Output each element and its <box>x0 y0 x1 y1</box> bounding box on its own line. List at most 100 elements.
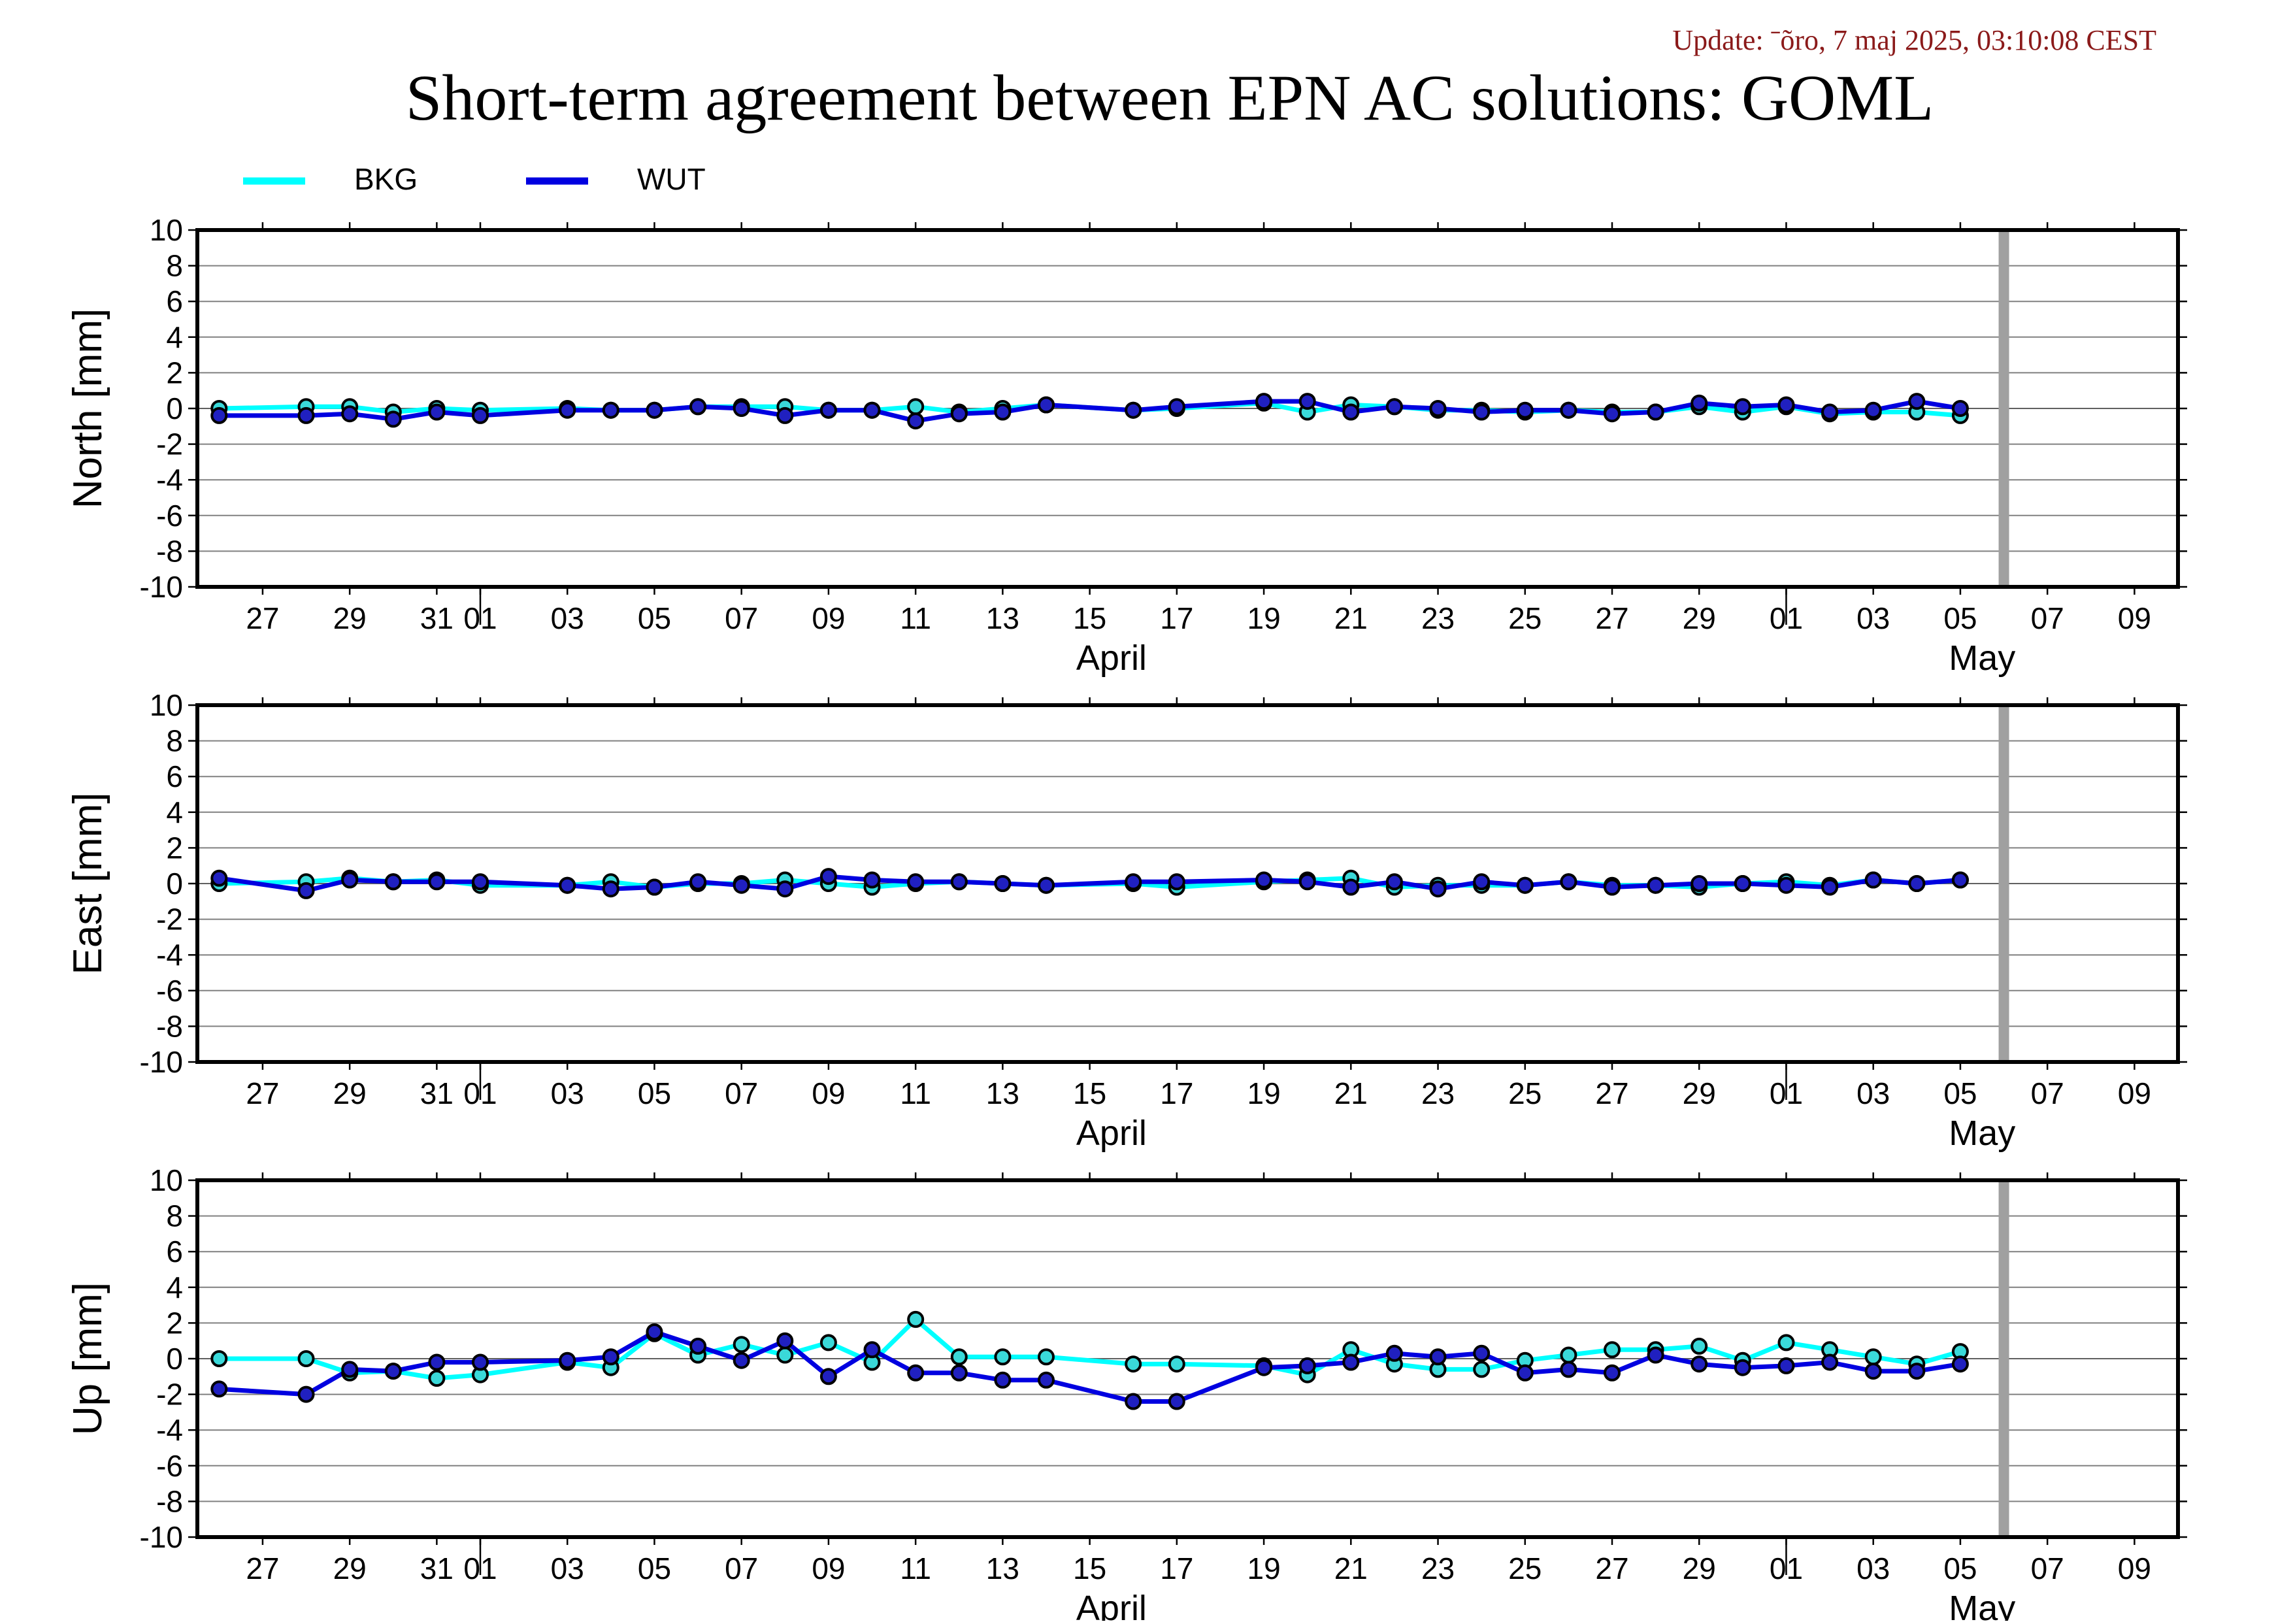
point-wut <box>1429 400 1447 417</box>
y-tick-label: -2 <box>156 427 183 461</box>
month-label: April <box>1076 1589 1147 1621</box>
y-tick-label: 0 <box>166 391 183 425</box>
x-tick-label: 09 <box>2118 601 2151 635</box>
point-wut <box>384 1363 402 1380</box>
point-wut <box>819 868 837 886</box>
y-tick-label: 6 <box>166 1235 183 1268</box>
point-wut <box>863 401 881 419</box>
point-wut <box>1516 876 1534 894</box>
x-tick-label: 15 <box>1073 601 1106 635</box>
point-wut <box>602 1348 619 1366</box>
point-wut <box>297 882 315 899</box>
x-tick-label: 05 <box>638 601 671 635</box>
point-wut <box>1691 394 1708 412</box>
x-tick-label: 25 <box>1508 601 1542 635</box>
point-wut <box>1038 1371 1055 1389</box>
x-tick-label: 03 <box>551 1551 584 1585</box>
point-wut <box>1777 1357 1795 1374</box>
point-bkg <box>1560 1346 1577 1364</box>
point-wut <box>646 878 663 896</box>
point-wut <box>1821 1353 1839 1371</box>
y-tick-label: 6 <box>166 759 183 793</box>
x-tick-label: 15 <box>1073 1551 1106 1585</box>
point-wut <box>646 1323 663 1340</box>
x-tick-label: 29 <box>1683 1551 1716 1585</box>
x-tick-label: 07 <box>2031 601 2064 635</box>
point-wut <box>950 1364 968 1382</box>
point-bkg <box>297 1350 315 1367</box>
point-wut <box>1691 1355 1708 1373</box>
point-wut <box>1560 873 1577 891</box>
x-tick-label: 17 <box>1160 601 1193 635</box>
point-wut <box>210 1380 228 1398</box>
point-wut <box>689 398 707 416</box>
x-tick-label: 19 <box>1247 1076 1280 1110</box>
point-wut <box>1734 398 1751 416</box>
y-tick-label: 2 <box>166 1306 183 1340</box>
point-wut <box>297 406 315 424</box>
point-wut <box>210 406 228 424</box>
y-tick-label: 0 <box>166 1342 183 1376</box>
point-wut <box>1691 875 1708 892</box>
point-wut <box>1473 1344 1491 1362</box>
point-wut <box>1647 1346 1664 1364</box>
point-wut <box>1560 401 1577 419</box>
panel-frame <box>195 1178 2180 1539</box>
x-tick-label: 09 <box>812 1551 845 1585</box>
y-tick-label: 4 <box>166 1270 183 1304</box>
x-tick-label: 27 <box>1595 1551 1628 1585</box>
point-wut <box>1038 396 1055 414</box>
point-wut <box>863 871 881 889</box>
point-wut <box>1647 403 1664 421</box>
point-bkg <box>950 1348 968 1366</box>
legend-label-wut: WUT <box>637 162 706 196</box>
x-tick-label: 29 <box>333 601 367 635</box>
x-tick-label: 11 <box>900 1551 931 1585</box>
x-tick-label: 27 <box>1595 601 1628 635</box>
point-wut <box>733 400 750 417</box>
point-wut <box>733 876 750 894</box>
point-wut <box>994 1371 1012 1389</box>
month-label: April <box>1076 1114 1147 1153</box>
point-wut <box>689 1337 707 1355</box>
x-tick-label: 17 <box>1160 1551 1193 1585</box>
x-tick-label: 05 <box>638 1076 671 1110</box>
point-wut <box>1951 400 1969 417</box>
point-wut <box>559 1351 576 1369</box>
x-tick-label: 29 <box>1683 601 1716 635</box>
point-wut <box>1168 873 1185 891</box>
y-tick-label: -6 <box>156 499 183 533</box>
x-tick-label: 23 <box>1421 1076 1455 1110</box>
point-wut <box>384 410 402 428</box>
point-wut <box>1864 871 1882 889</box>
x-tick-label: 09 <box>812 601 845 635</box>
point-wut <box>559 401 576 419</box>
x-tick-label: 27 <box>246 1076 279 1110</box>
y-tick-label: -2 <box>156 1378 183 1412</box>
point-wut <box>1298 873 1316 891</box>
point-wut <box>1951 1355 1969 1373</box>
x-tick-label: 25 <box>1508 1076 1542 1110</box>
x-tick-label: 09 <box>2118 1551 2151 1585</box>
point-wut <box>1516 401 1534 419</box>
y-tick-label: -2 <box>156 903 183 936</box>
point-bkg <box>1604 1341 1621 1359</box>
point-bkg <box>1864 1348 1882 1366</box>
y-tick-label: -10 <box>140 570 183 604</box>
x-tick-label: 31 <box>420 601 454 635</box>
legend-label-bkg: BKG <box>354 162 418 196</box>
point-wut <box>1734 1359 1751 1376</box>
x-tick-label: 11 <box>900 601 931 635</box>
x-tick-label: 27 <box>1595 1076 1628 1110</box>
y-tick-label: -10 <box>140 1520 183 1554</box>
point-wut <box>1385 873 1403 891</box>
x-tick-label: 03 <box>551 1076 584 1110</box>
x-tick-label: 17 <box>1160 1076 1193 1110</box>
x-tick-label: 11 <box>900 1076 931 1110</box>
x-tick-label: 07 <box>725 601 758 635</box>
point-wut <box>1342 878 1360 896</box>
